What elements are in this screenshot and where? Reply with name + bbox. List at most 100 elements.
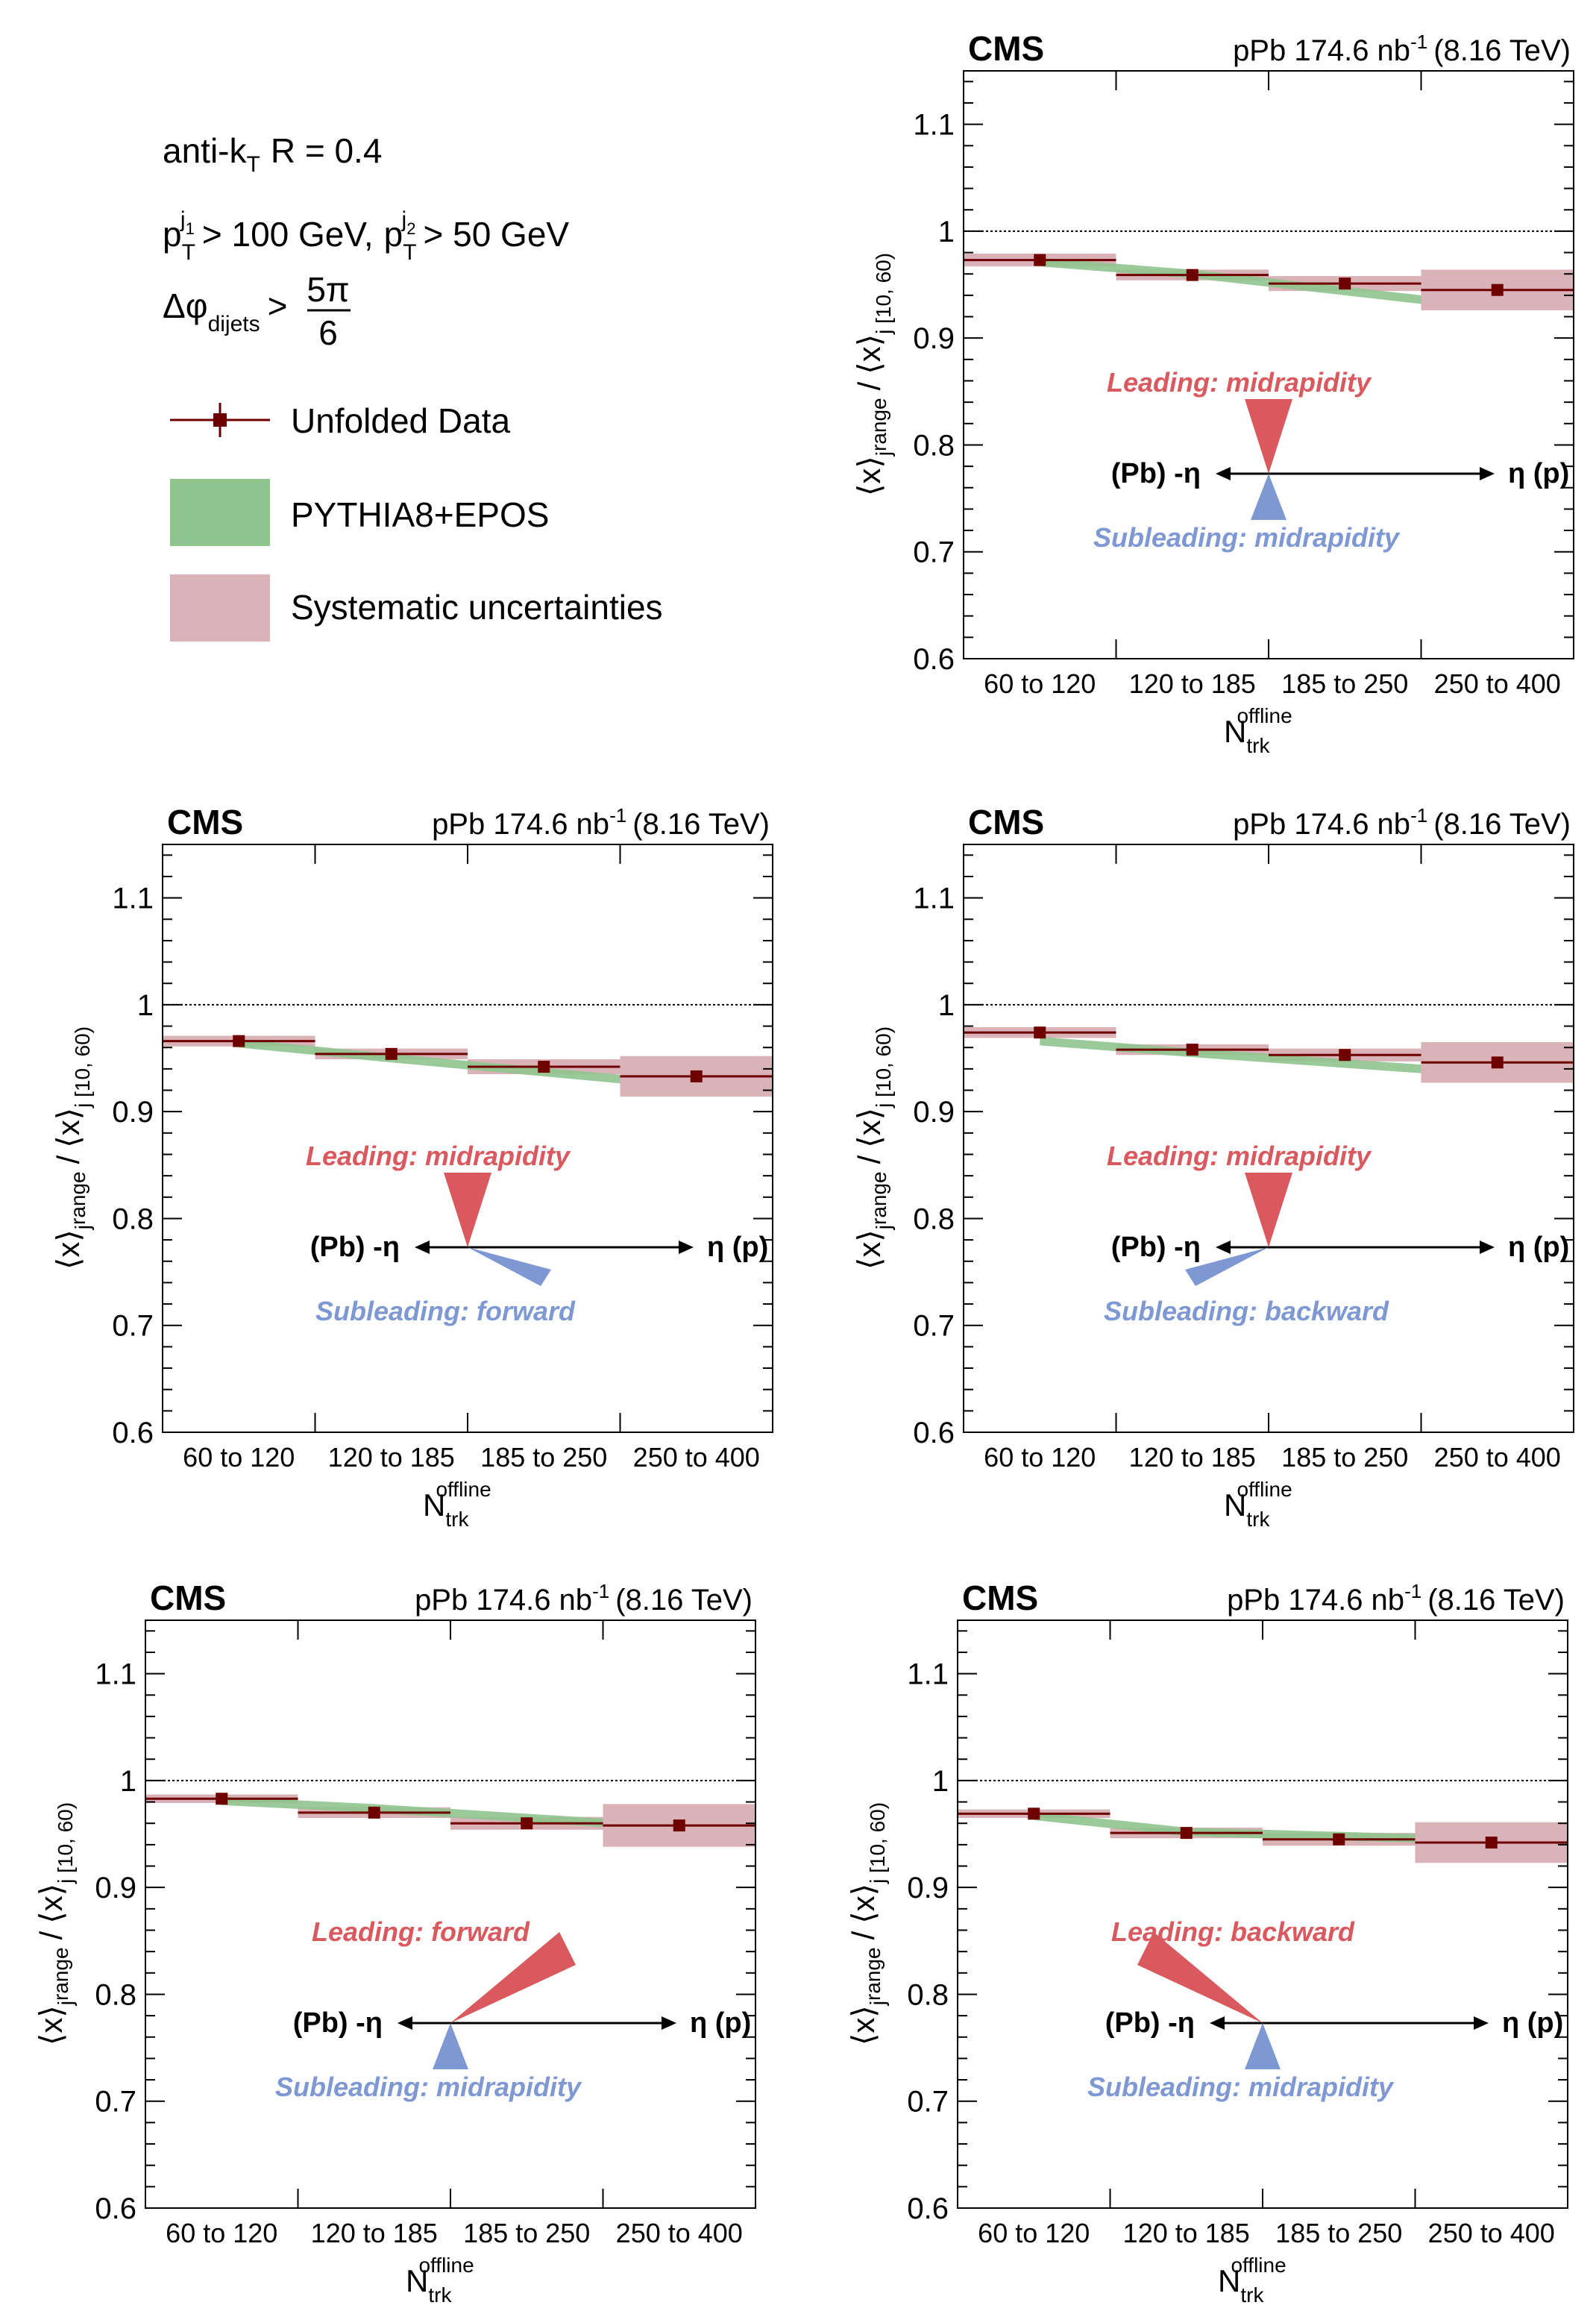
- leading-jet-label: Leading: forward: [312, 1916, 530, 1947]
- y-tick-label: 0.9: [907, 1872, 949, 1904]
- y-tick-label: 1.1: [907, 1658, 949, 1691]
- eta-arrow-left: [398, 2016, 412, 2030]
- data-point-4: [1491, 283, 1504, 296]
- eta-arrow-right: [1480, 467, 1495, 480]
- eta-right-label: η (p): [1502, 2007, 1563, 2039]
- data-point-1: [216, 1793, 228, 1805]
- x-tick-label: 120 to 185: [1123, 2218, 1250, 2248]
- leading-jet-cone: [1137, 1932, 1263, 2023]
- legend-dphi-numerator: 5π: [307, 270, 349, 309]
- y-tick-label: 1: [120, 1765, 136, 1798]
- leading-jet-label: Leading: midrapidity: [306, 1141, 571, 1171]
- x-axis-label: Ntrkoffline: [1224, 704, 1292, 757]
- subleading-jet-label: Subleading: midrapidity: [1093, 522, 1401, 553]
- data-point-3: [1333, 1833, 1345, 1846]
- eta-right-label: η (p): [690, 2007, 751, 2039]
- data-point-3: [521, 1817, 533, 1830]
- x-tick-label: 120 to 185: [311, 2218, 438, 2248]
- cms-label: CMS: [150, 1578, 226, 1617]
- subleading-jet-label: Subleading: backward: [1104, 1296, 1389, 1326]
- eta-left-label: (Pb) -η: [1111, 1232, 1201, 1263]
- y-axis-label: ⟨x⟩jrange/⟨x⟩j [10, 60): [846, 1802, 889, 2045]
- plot-frame: [145, 1620, 756, 2209]
- x-tick-label: 120 to 185: [1129, 1442, 1256, 1473]
- y-tick-label: 1: [137, 989, 154, 1022]
- leading-jet-cone: [1245, 399, 1292, 474]
- x-axis-label: Ntrkoffline: [1218, 2254, 1286, 2307]
- eta-right-label: η (p): [1508, 458, 1569, 489]
- y-tick-label: 0.8: [913, 1203, 955, 1235]
- eta-arrow-left: [415, 1241, 430, 1254]
- x-tick-label: 60 to 120: [984, 668, 1096, 699]
- chart-panel-bottom-right: CMS pPb 174.6 nb-1 (8.16 TeV) 0.6 0.7 0.8 0.9 1…: [846, 1578, 1568, 2307]
- y-tick-label: 0.8: [112, 1203, 154, 1235]
- y-tick-label: 1.1: [112, 882, 154, 915]
- y-tick-label: 0.9: [95, 1872, 136, 1904]
- x-tick-label: 250 to 400: [633, 1442, 760, 1473]
- y-tick-label: 1.1: [913, 109, 955, 142]
- plot-frame: [963, 844, 1574, 1433]
- data-point-2: [1180, 1827, 1193, 1840]
- y-axis-label: ⟨x⟩jrange/⟨x⟩j [10, 60): [51, 1026, 94, 1270]
- x-tick-label: 120 to 185: [1129, 668, 1256, 699]
- y-tick-label: 0.6: [112, 1417, 154, 1449]
- lumi-label: pPb 174.6 nb-1 (8.16 TeV): [1227, 1580, 1565, 1617]
- leading-jet-label: Leading: midrapidity: [1107, 367, 1372, 398]
- x-tick-label: 250 to 400: [1428, 2218, 1555, 2248]
- x-tick-label: 60 to 120: [183, 1442, 295, 1473]
- legend-entry-syst: Systematic uncertainties: [291, 588, 663, 627]
- x-tick-label: 250 to 400: [1434, 668, 1561, 699]
- data-point-1: [233, 1035, 245, 1047]
- model-band: [1040, 1036, 1421, 1073]
- leading-jet-label: Leading: backward: [1111, 1916, 1355, 1947]
- eta-arrow-right: [1474, 2016, 1489, 2030]
- lumi-label: pPb 174.6 nb-1 (8.16 TeV): [415, 1580, 753, 1617]
- subleading-jet-cone: [1185, 1247, 1269, 1286]
- data-point-2: [1186, 269, 1198, 281]
- eta-left-label: (Pb) -η: [1111, 458, 1201, 489]
- x-tick-label: 60 to 120: [978, 2218, 1090, 2248]
- y-tick-label: 1: [932, 1765, 949, 1798]
- y-tick-label: 0.7: [112, 1310, 154, 1343]
- subleading-jet-label: Subleading: midrapidity: [275, 2072, 582, 2102]
- data-point-2: [368, 1806, 380, 1819]
- leading-jet-label: Leading: midrapidity: [1107, 1141, 1372, 1171]
- y-tick-label: 0.7: [907, 2086, 949, 2119]
- subleading-jet-cone: [433, 2023, 468, 2069]
- eta-left-label: (Pb) -η: [293, 2007, 383, 2039]
- x-tick-label: 250 to 400: [616, 2218, 743, 2248]
- y-tick-label: 0.8: [907, 1978, 949, 2011]
- subleading-jet-cone: [468, 1247, 551, 1286]
- legend-model-swatch: [170, 479, 270, 546]
- y-tick-label: 0.9: [112, 1096, 154, 1129]
- eta-arrow-right: [679, 1241, 694, 1254]
- y-axis-label: ⟨x⟩jrange/⟨x⟩j [10, 60): [852, 1026, 895, 1270]
- eta-arrow-right: [1480, 1241, 1495, 1254]
- eta-arrow-right: [662, 2016, 676, 2030]
- x-tick-label: 185 to 250: [463, 2218, 590, 2248]
- y-tick-label: 0.7: [913, 1310, 955, 1343]
- y-tick-label: 1: [938, 989, 955, 1022]
- plot-frame: [963, 70, 1574, 659]
- y-tick-label: 0.6: [95, 2192, 136, 2225]
- y-tick-label: 0.8: [95, 1978, 136, 2011]
- chart-panel-top-right: CMS pPb 174.6 nb-1 (8.16 TeV) 0.6 0.7 0.8 0.9 1…: [852, 29, 1574, 757]
- subleading-jet-cone: [1245, 2023, 1281, 2069]
- leading-jet-cone: [444, 1173, 491, 1247]
- data-point-4: [1491, 1056, 1504, 1069]
- data-point-3: [1339, 1049, 1351, 1062]
- model-band: [1034, 1811, 1416, 1843]
- legend-data-marker: [170, 403, 270, 437]
- eta-left-label: (Pb) -η: [310, 1232, 400, 1263]
- y-tick-label: 1.1: [95, 1658, 136, 1691]
- eta-left-label: (Pb) -η: [1105, 2007, 1195, 2039]
- x-tick-label: 185 to 250: [480, 1442, 607, 1473]
- chart-panel-bottom-left: CMS pPb 174.6 nb-1 (8.16 TeV) 0.6 0.7 0.8 0.9 1…: [34, 1578, 756, 2307]
- y-tick-label: 1.1: [913, 882, 955, 915]
- leading-jet-cone: [1245, 1173, 1292, 1247]
- eta-arrow-left: [1216, 467, 1231, 480]
- legend-entry-data: Unfolded Data: [291, 401, 510, 440]
- eta-right-label: η (p): [1508, 1232, 1569, 1263]
- y-tick-label: 0.6: [913, 643, 955, 676]
